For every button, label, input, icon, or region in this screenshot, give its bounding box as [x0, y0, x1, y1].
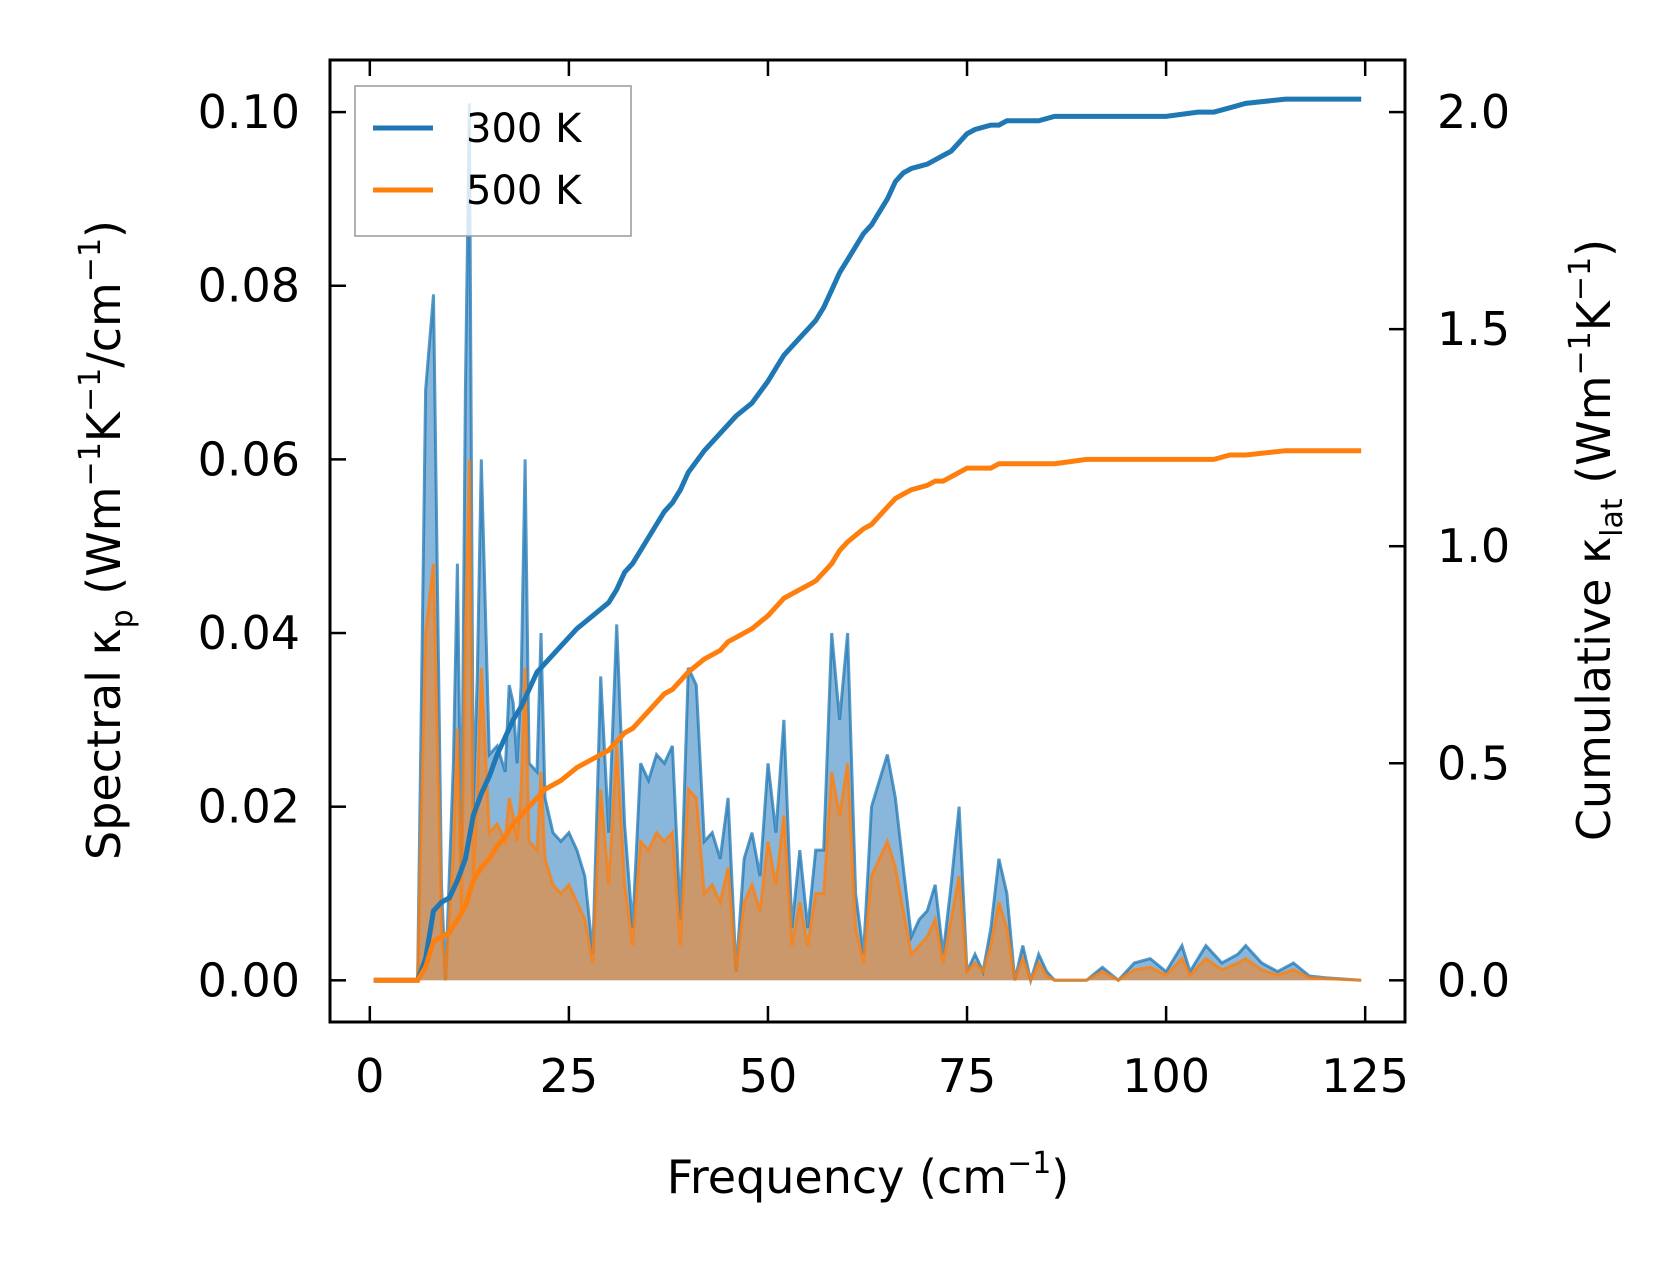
y-right-tick-label: 0.5	[1437, 736, 1510, 790]
line-300k-cumulative	[373, 96, 1362, 983]
area-500k-spectral	[373, 459, 1362, 981]
y-left-t1: Spectral κ	[77, 628, 131, 860]
y-left-tick-label: 0.06	[198, 432, 300, 486]
y-right-t3: K	[1567, 299, 1621, 331]
y-right-t4: )	[1567, 239, 1621, 257]
x-tick-label: 75	[938, 1049, 997, 1103]
y-right-tick-label: 1.0	[1437, 519, 1510, 573]
y-left-tick-label: 0.02	[198, 780, 300, 834]
y-left-sup3: −1	[73, 238, 108, 282]
legend-label-500k: 500 K	[466, 168, 583, 214]
y-right-t1: Cumulative κ	[1567, 537, 1621, 841]
y-right-sub1: lat	[1595, 498, 1630, 537]
y-left-sup1: −1	[73, 442, 108, 486]
y-right-tick-label: 0.0	[1437, 953, 1510, 1007]
y-left-t3: K	[77, 410, 131, 442]
x-axis-title: Frequency (cm−1)	[667, 1146, 1070, 1204]
x-tick-label: 0	[355, 1049, 384, 1103]
x-axis-title-main: Frequency (cm	[667, 1150, 1007, 1204]
y-left-t5: )	[77, 220, 131, 238]
legend: 300 K 500 K	[354, 85, 632, 237]
ticks: 0 25 50 75 100 125 0.00 0.02 0.04 0.06 0.08 0.10 0.0…	[198, 60, 1510, 1103]
x-tick-label: 125	[1321, 1049, 1409, 1103]
y-left-t2: (Wm	[77, 486, 131, 609]
y-right-sup2: −1	[1563, 257, 1598, 301]
y-left-tick-label: 0.10	[198, 85, 300, 139]
y-right-sup1: −1	[1563, 331, 1598, 375]
y-axis-left-title: Spectral κp (Wm−1K−1/cm−1)	[73, 220, 140, 860]
plot-frame	[328, 58, 1407, 1024]
y-left-sub1: p	[105, 609, 140, 628]
y-left-sup2: −1	[73, 368, 108, 412]
y-left-tick-label: 0.08	[198, 259, 300, 313]
y-left-t4: /cm	[77, 282, 131, 368]
y-axis-right-title: Cumulative κlat (Wm−1K−1)	[1563, 239, 1630, 841]
y-left-tick-label: 0.04	[198, 606, 300, 660]
x-axis-title-end: )	[1051, 1150, 1069, 1204]
legend-box	[354, 85, 632, 237]
legend-label-300k: 300 K	[466, 106, 583, 152]
x-tick-label: 25	[540, 1049, 599, 1103]
y-right-tick-label: 2.0	[1437, 85, 1510, 139]
y-right-tick-label: 1.5	[1437, 302, 1510, 356]
x-tick-label: 100	[1122, 1049, 1210, 1103]
y-right-t2: (Wm	[1567, 375, 1621, 498]
line-500k-spectral	[373, 459, 1362, 985]
x-axis-title-sup: −1	[1007, 1146, 1051, 1181]
plot-area	[373, 96, 1362, 987]
y-left-tick-label: 0.00	[198, 953, 300, 1007]
line-500k-cumulative	[373, 448, 1362, 983]
x-tick-label: 50	[739, 1049, 798, 1103]
